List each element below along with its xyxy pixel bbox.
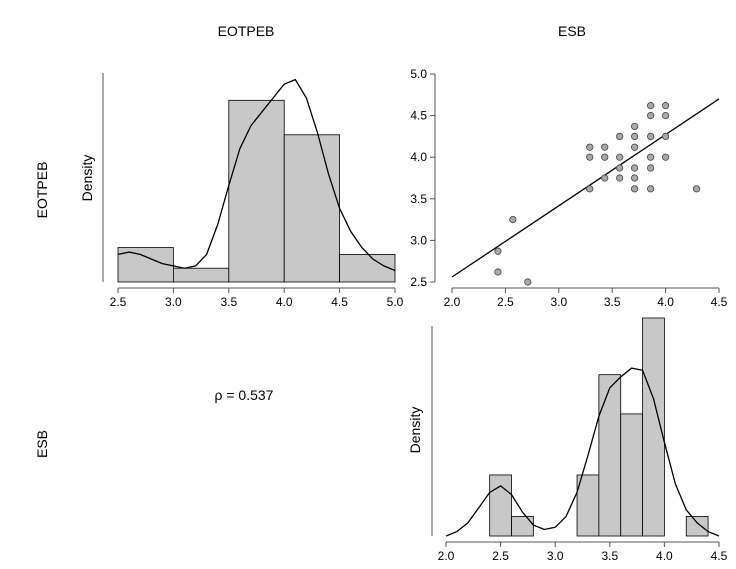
eotpeb-xtick-label-3: 4.0: [276, 295, 293, 309]
column-label-eotpeb: EOTPEB: [218, 23, 275, 39]
scatter-point-30: [692, 185, 701, 193]
esb-bar-0: [489, 474, 512, 537]
esb-bar-4: [576, 474, 600, 537]
scatter-xtick-label-2: 3.0: [550, 295, 567, 309]
eotpeb-xtick-label-0: 2.5: [110, 295, 127, 309]
scatter-point-24: [647, 164, 655, 172]
scatter-point-9: [601, 174, 609, 182]
scatter-point-8: [601, 153, 609, 161]
eotpeb-bar-4: [339, 253, 396, 283]
scatter-point-25: [647, 185, 655, 193]
scatter-ytick-label-1: 3.0: [410, 233, 427, 247]
row-label-eotpeb: EOTPEB: [34, 162, 50, 219]
scatter-ytick-label-5: 5.0: [410, 67, 427, 81]
scatter-point-19: [631, 185, 639, 193]
scatter-ytick-label-0: 2.5: [410, 275, 427, 289]
scatter-point-23: [647, 153, 655, 161]
esb-xtick-label-3: 3.5: [601, 549, 618, 563]
eotpeb-bar-3: [283, 134, 341, 283]
esb-bar-9: [685, 515, 709, 537]
scatter-point-7: [601, 143, 609, 151]
scatter-point-16: [631, 143, 639, 151]
esb-xtick-label-1: 2.5: [492, 549, 509, 563]
scatter-point-4: [586, 143, 594, 151]
scatter-ytick-label-3: 4.0: [410, 150, 427, 164]
scatter-point-29: [661, 153, 670, 161]
scatter-point-3: [524, 278, 532, 286]
eotpeb-histogram-panel: Density 2.5 3.0 3.5 4.0 4.5 5.0: [79, 73, 404, 309]
scatter-point-0: [494, 247, 502, 255]
column-label-esb: ESB: [558, 23, 586, 39]
scatter-xtick-label-0: 2.0: [444, 295, 461, 309]
regression-line: [451, 98, 720, 278]
density-curve-esb: [445, 367, 720, 537]
density-axis-label-bottom: Density: [407, 407, 423, 454]
correlation-value: ρ = 0.537: [215, 387, 274, 403]
density-axis-label-top: Density: [79, 155, 95, 202]
scatter-point-20: [647, 102, 655, 110]
scatter-point-15: [631, 132, 639, 140]
esb-bar-6: [620, 413, 643, 537]
esb-bar-1: [511, 515, 534, 537]
scatter-point-18: [631, 174, 639, 182]
scatter-point-2: [509, 216, 517, 224]
eotpeb-bar-0: [117, 247, 174, 283]
eotpeb-bar-2: [228, 99, 285, 283]
esb-bar-7: [642, 317, 665, 537]
scatter-panel: 2.0 2.5 3.0 3.5 4.0 4.5 2.5 3.0 3.5 4.0 4.5 5.0: [410, 67, 727, 309]
eotpeb-xtick-label-1: 3.0: [165, 295, 182, 309]
scatter-xtick-label-5: 4.5: [711, 295, 728, 309]
eotpeb-xtick-label-4: 4.5: [331, 295, 348, 309]
scatter-point-21: [647, 112, 655, 120]
density-curve-eotpeb: [117, 78, 396, 272]
esb-xtick-label-4: 4.0: [656, 549, 673, 563]
scatter-ytick-label-4: 4.5: [410, 109, 427, 123]
eotpeb-bar-1: [172, 267, 230, 283]
scatter-point-26: [661, 102, 670, 110]
scatter-xtick-label-3: 3.5: [604, 295, 621, 309]
scatter-point-12: [616, 164, 624, 172]
scatter-point-17: [631, 164, 639, 172]
scatter-point-13: [616, 174, 624, 182]
esb-xtick-label-0: 2.0: [438, 549, 455, 563]
scatter-point-22: [647, 132, 655, 140]
scatter-point-11: [616, 153, 624, 161]
esb-xtick-label-2: 3.0: [547, 549, 564, 563]
scatter-point-5: [586, 153, 594, 161]
scatter-xtick-label-4: 4.0: [657, 295, 674, 309]
scatter-point-10: [616, 132, 624, 140]
scatter-xtick-label-1: 2.5: [497, 295, 514, 309]
scatter-point-27: [661, 112, 670, 120]
esb-bar-5: [598, 374, 622, 537]
esb-xtick-label-5: 4.5: [711, 549, 728, 563]
scatter-ytick-label-2: 3.5: [410, 192, 427, 206]
scatter-point-28: [661, 132, 670, 140]
eotpeb-xtick-label-5: 5.0: [387, 295, 404, 309]
scatter-point-1: [494, 268, 502, 276]
scatter-point-14: [631, 122, 639, 131]
row-label-esb: ESB: [34, 430, 50, 458]
eotpeb-xtick-label-2: 3.5: [220, 295, 237, 309]
scatter-point-6: [586, 185, 594, 193]
esb-histogram-panel: Density 2.0 2.5 3.0 3.5 4.0 4.5: [407, 317, 728, 563]
